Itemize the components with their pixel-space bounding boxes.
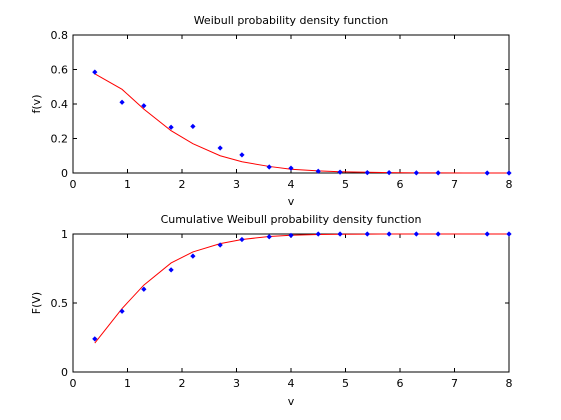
- x-tick-label: 3: [233, 178, 240, 191]
- data-point: [506, 170, 512, 176]
- data-point: [266, 234, 272, 240]
- data-point: [119, 99, 125, 105]
- y-tick-label: 1: [61, 228, 68, 241]
- chart-title: Weibull probability density function: [194, 14, 389, 27]
- data-point: [413, 170, 419, 176]
- cdf-subplot: 0 1 2 3 4 5 6 7 8 0 0.5 1 Cumulative Weibull probabi…: [30, 213, 513, 408]
- x-axis-label: v: [288, 395, 295, 408]
- data-point: [92, 336, 98, 342]
- x-tick-label: 0: [70, 178, 77, 191]
- y-tick-label: 0: [61, 167, 68, 180]
- data-point: [168, 124, 174, 130]
- data-point: [141, 286, 147, 292]
- data-point: [506, 231, 512, 237]
- y-axis-label: F(V): [30, 292, 43, 314]
- data-point: [364, 231, 370, 237]
- x-tick-label: 8: [506, 178, 513, 191]
- x-tick-label: 6: [397, 178, 404, 191]
- data-point: [364, 170, 370, 176]
- data-point: [288, 232, 294, 239]
- y-tick-label: 0.2: [51, 133, 69, 146]
- data-point: [435, 170, 441, 176]
- data-point: [92, 69, 98, 75]
- x-tick-label: 0: [70, 377, 77, 390]
- axes-box: [72, 233, 510, 373]
- x-tick-label: 7: [451, 178, 458, 191]
- data-point: [217, 145, 223, 151]
- data-point: [435, 231, 441, 237]
- data-point: [239, 152, 245, 158]
- x-tick-label: 7: [451, 377, 458, 390]
- data-point: [266, 164, 272, 170]
- data-point: [119, 308, 125, 314]
- data-point: [315, 168, 321, 174]
- x-tick-label: 4: [288, 377, 295, 390]
- data-point: [288, 165, 294, 171]
- x-tick-label: 4: [288, 178, 295, 191]
- model-curve: [94, 73, 509, 174]
- data-point: [217, 242, 223, 248]
- model-curve: [94, 233, 509, 344]
- y-tick-label: 0.6: [51, 64, 69, 77]
- data-point: [141, 103, 147, 109]
- data-point: [337, 231, 343, 237]
- x-tick-label: 6: [397, 377, 404, 390]
- y-tick-label: 0.8: [51, 29, 69, 42]
- x-tick-label: 5: [342, 377, 349, 390]
- data-point: [484, 231, 490, 237]
- y-tick-label: 0.4: [51, 98, 69, 111]
- x-tick-label: 2: [179, 178, 186, 191]
- data-point: [337, 169, 343, 175]
- data-point: [190, 123, 196, 130]
- x-tick-label: 2: [179, 377, 186, 390]
- x-tick-label: 1: [124, 178, 131, 191]
- pdf-subplot: 0 1 2 3 4 5 6 7 8 0 0.2 0.4 0.6 0.8 Weibull probabilit…: [30, 14, 513, 208]
- y-tick-label: 0: [61, 366, 68, 379]
- chart-title: Cumulative Weibull probability density f…: [161, 213, 422, 226]
- data-point: [386, 231, 392, 237]
- x-tick-label: 5: [342, 178, 349, 191]
- data-point: [484, 170, 490, 176]
- y-axis-label: f(v): [30, 95, 43, 114]
- data-point: [413, 231, 419, 237]
- x-tick-label: 3: [233, 377, 240, 390]
- data-point: [315, 231, 321, 237]
- data-point: [386, 170, 392, 176]
- data-point: [190, 253, 196, 259]
- data-point: [168, 267, 174, 273]
- y-tick-label: 0.5: [51, 297, 69, 310]
- x-tick-label: 8: [506, 377, 513, 390]
- x-axis-label: v: [288, 195, 295, 208]
- data-point: [239, 236, 245, 243]
- x-tick-label: 1: [124, 377, 131, 390]
